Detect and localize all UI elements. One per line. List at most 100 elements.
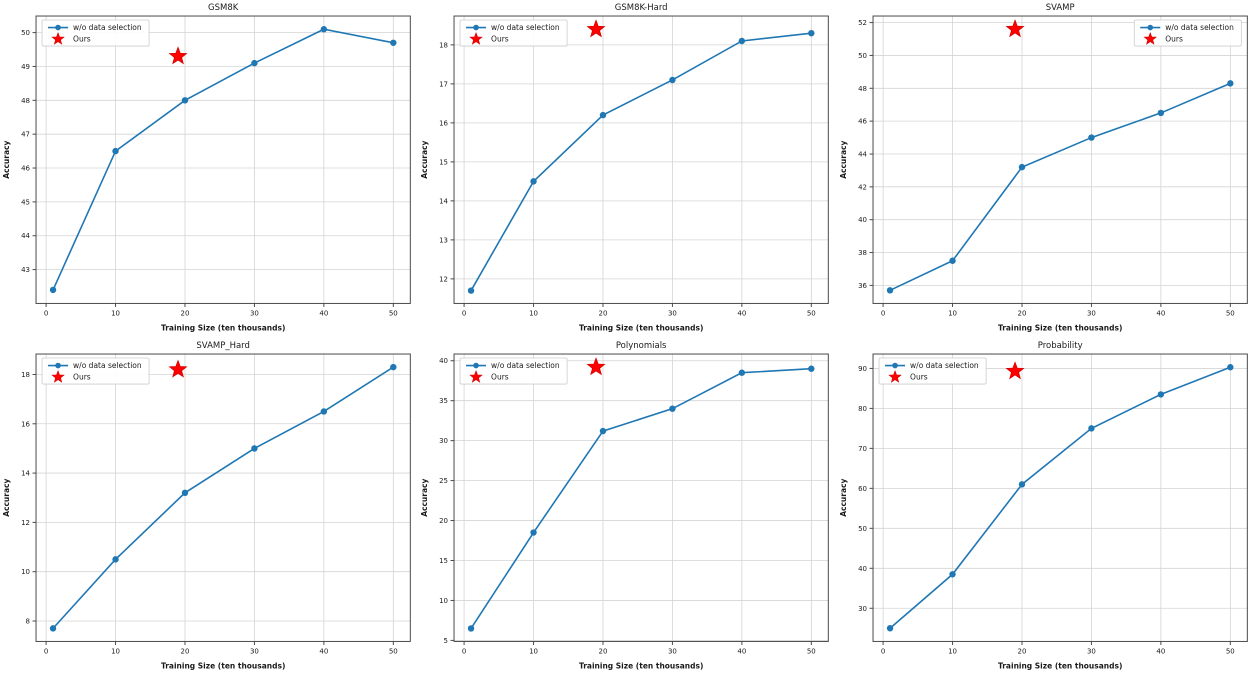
legend-ours-label: Ours xyxy=(910,372,928,381)
y-tick-label: 16 xyxy=(439,119,448,127)
tick-marks xyxy=(32,373,394,645)
tick-labels: 0 10 20 30 40 50 8 10 12 14 16 18 xyxy=(21,370,398,654)
x-axis-label: Training Size (ten thousands) xyxy=(579,323,703,332)
y-axis-label: Accuracy xyxy=(839,478,848,516)
legend-line-marker-icon xyxy=(473,24,480,31)
y-tick-label: 35 xyxy=(439,397,448,405)
y-tick-label: 40 xyxy=(858,564,867,572)
tick-labels: 0 10 20 30 40 50 36 38 40 42 44 46 48 50 52 xyxy=(858,19,1235,317)
y-tick-label: 20 xyxy=(439,517,448,525)
legend-box xyxy=(878,357,987,384)
y-tick-label: 52 xyxy=(858,19,867,27)
plot-title: Polynomials xyxy=(616,341,667,351)
y-tick-label: 40 xyxy=(858,216,867,224)
legend: w/o data selection Ours xyxy=(1133,19,1242,47)
series-point xyxy=(251,444,258,452)
y-tick-label: 36 xyxy=(858,282,867,290)
plot-title: Probability xyxy=(1037,341,1082,351)
x-tick-label: 0 xyxy=(881,647,885,655)
series-point xyxy=(112,147,119,155)
x-tick-label: 40 xyxy=(1156,647,1165,655)
y-tick-label: 48 xyxy=(21,97,30,105)
x-tick-label: 50 xyxy=(1226,309,1235,317)
y-tick-label: 13 xyxy=(439,236,448,244)
plot-border xyxy=(872,15,1248,304)
chart-svg-gsm8k: 0 10 20 30 40 50 43 44 45 46 47 48 49 50 GSM8K Training… xyxy=(2,3,411,332)
x-tick-label: 30 xyxy=(668,647,677,655)
legend-star-icon xyxy=(51,369,65,383)
y-tick-label: 30 xyxy=(858,604,867,612)
grid-lines xyxy=(872,353,1247,641)
x-tick-label: 20 xyxy=(1017,309,1026,317)
legend-series-label: w/o data selection xyxy=(73,23,142,32)
x-tick-label: 30 xyxy=(1087,647,1096,655)
x-tick-label: 40 xyxy=(1156,309,1165,317)
grid-lines xyxy=(36,353,411,641)
plot-area xyxy=(36,353,411,641)
y-tick-label: 47 xyxy=(21,131,30,139)
series-point xyxy=(600,111,607,119)
series-line xyxy=(889,82,1231,292)
y-tick-label: 45 xyxy=(21,198,30,206)
y-tick-label: 14 xyxy=(21,469,30,477)
y-tick-label: 44 xyxy=(21,232,30,240)
legend-line-marker-icon xyxy=(55,24,61,31)
series-point xyxy=(808,365,815,372)
x-tick-label: 40 xyxy=(738,309,747,317)
legend: w/o data selection Ours xyxy=(41,357,150,384)
y-tick-label: 15 xyxy=(439,557,448,565)
chart-svg-svamp: 0 10 20 30 40 50 36 38 40 42 44 46 48 50 52 SVAMP Traini… xyxy=(839,3,1248,332)
y-axis-label: Accuracy xyxy=(839,141,848,179)
plot-border xyxy=(453,15,830,304)
x-tick-label: 30 xyxy=(250,309,259,317)
series-point xyxy=(1226,363,1234,370)
y-axis-label: Accuracy xyxy=(420,478,429,516)
x-tick-label: 20 xyxy=(599,309,608,317)
x-tick-label: 30 xyxy=(1087,309,1096,317)
legend: w/o data selection Ours xyxy=(878,357,987,384)
series-point xyxy=(1157,109,1164,117)
y-tick-label: 44 xyxy=(858,150,867,158)
series-point xyxy=(669,404,676,412)
series-point xyxy=(320,407,328,415)
plot-area xyxy=(872,16,1247,304)
x-tick-label: 50 xyxy=(807,309,816,317)
grid-lines xyxy=(454,353,829,641)
x-tick-label: 40 xyxy=(319,647,328,655)
plot-area xyxy=(36,16,411,304)
legend-series-label: w/o data selection xyxy=(491,23,560,32)
y-tick-label: 50 xyxy=(21,29,30,37)
series-point xyxy=(738,369,746,376)
series-point xyxy=(1157,390,1164,398)
x-tick-label: 0 xyxy=(44,647,48,655)
ours-star-icon xyxy=(586,19,606,38)
tick-marks xyxy=(32,32,394,307)
x-axis-label: Training Size (ten thousands) xyxy=(161,661,285,670)
series-point xyxy=(181,489,189,496)
legend-series-label: w/o data selection xyxy=(73,361,142,370)
y-tick-label: 12 xyxy=(439,275,448,283)
legend-star-icon xyxy=(51,31,65,45)
y-tick-label: 10 xyxy=(21,568,30,576)
x-tick-label: 30 xyxy=(250,647,259,655)
ours-star-icon xyxy=(1005,19,1025,38)
series-point xyxy=(251,59,258,67)
y-tick-label: 42 xyxy=(858,183,867,191)
legend-box xyxy=(41,19,150,47)
chart-svg-gsm8k-hard: 0 10 20 30 40 50 12 13 14 15 16 17 18 GSM8K-Hard Train… xyxy=(420,3,830,332)
tick-labels: 0 10 20 30 40 50 12 13 14 15 16 17 18 xyxy=(439,41,816,317)
ours-star-icon xyxy=(168,46,188,65)
y-tick-label: 30 xyxy=(439,437,448,445)
legend: w/o data selection Ours xyxy=(459,357,568,384)
series-point xyxy=(1087,424,1095,432)
plot-border xyxy=(35,353,411,642)
legend-line-marker-icon xyxy=(55,362,61,368)
chart-gsm8k-hard: 0 10 20 30 40 50 12 13 14 15 16 17 18 GSM8K-Hard Train… xyxy=(418,0,836,338)
legend-line-marker-icon xyxy=(891,362,898,368)
tick-labels: 0 10 20 30 40 50 5 10 15 20 25 30 35 40 xyxy=(439,357,816,655)
tick-marks xyxy=(869,367,1231,645)
y-tick-label: 38 xyxy=(858,249,867,257)
x-tick-label: 50 xyxy=(1226,647,1235,655)
chart-svg-probability: 0 10 20 30 40 50 30 40 50 60 70 80 90 Probability Trai… xyxy=(839,341,1248,670)
y-tick-label: 16 xyxy=(21,420,30,428)
